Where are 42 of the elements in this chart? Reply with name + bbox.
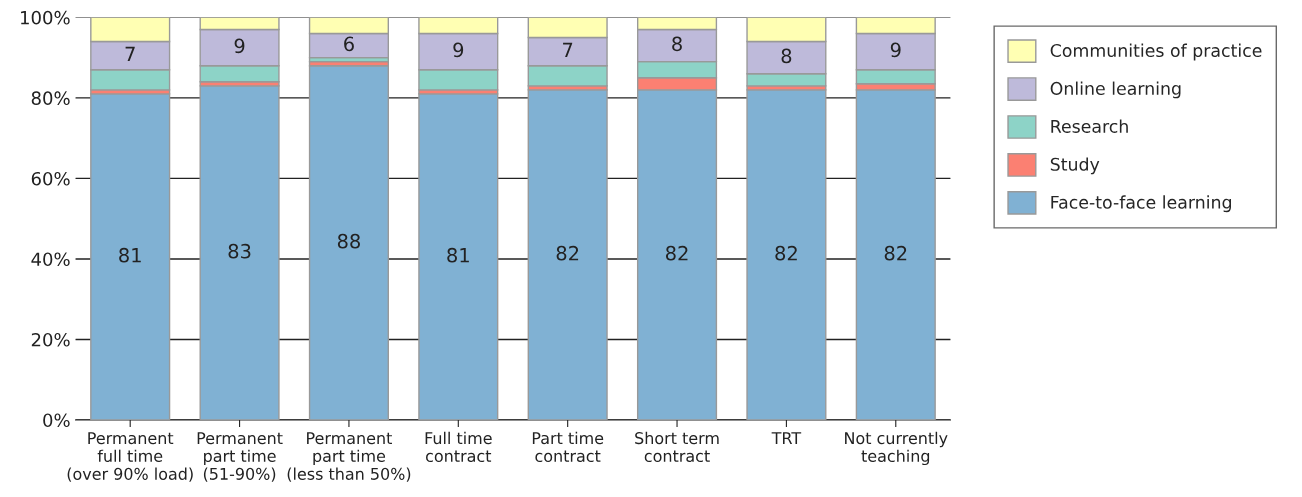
- data-label: 81: [119, 247, 141, 263]
- x-tick-label: Full time contract: [425, 431, 492, 463]
- data-label: 82: [775, 245, 797, 261]
- y-tick-label: 80%: [31, 91, 70, 106]
- legend-label: Online learning: [1050, 81, 1181, 99]
- data-label: 9: [453, 42, 464, 58]
- y-tick-label: 60%: [31, 171, 70, 186]
- x-tick-label: TRT: [771, 432, 802, 444]
- bar: [855, 89, 936, 420]
- data-label: 82: [665, 245, 688, 261]
- legend-label: Study: [1050, 157, 1100, 175]
- legend-label: Face-to-face learning: [1051, 195, 1231, 213]
- data-label: 6: [344, 36, 354, 52]
- data-label: 9: [890, 42, 901, 58]
- data-label: 82: [556, 245, 579, 261]
- data-label: 9: [234, 38, 245, 54]
- data-label: 81: [447, 247, 469, 263]
- y-tick-label: 20%: [31, 332, 70, 347]
- bar: [746, 89, 827, 420]
- data-label: 7: [563, 42, 573, 57]
- data-label: 83: [228, 243, 251, 259]
- data-label: 7: [125, 46, 135, 61]
- data-label: 8: [781, 48, 792, 64]
- bar: [418, 93, 499, 420]
- y-tick-label: 100%: [21, 10, 70, 25]
- x-tick-label: Not currently teaching: [845, 431, 948, 466]
- bar: [199, 85, 280, 420]
- x-tick-label: Permanent part time (51-90%): [197, 432, 283, 482]
- bar: [90, 93, 171, 420]
- x-tick-label: Short term contract: [635, 431, 719, 463]
- bar: [527, 89, 608, 420]
- legend-label: Communities of practice: [1050, 43, 1262, 61]
- x-tick-label: Part time contract: [532, 431, 604, 463]
- y-tick-label: 0%: [43, 413, 70, 428]
- data-label: 8: [672, 36, 682, 52]
- legend-label: Research: [1051, 119, 1128, 133]
- data-label: 82: [884, 245, 907, 261]
- x-tick-label: Permanent part time (less than 50%): [287, 432, 411, 482]
- y-tick-label: 40%: [31, 252, 70, 267]
- bar: [308, 65, 390, 420]
- x-tick-label: Permanent full time (over 90% load): [67, 432, 193, 482]
- data-label: 88: [337, 233, 360, 249]
